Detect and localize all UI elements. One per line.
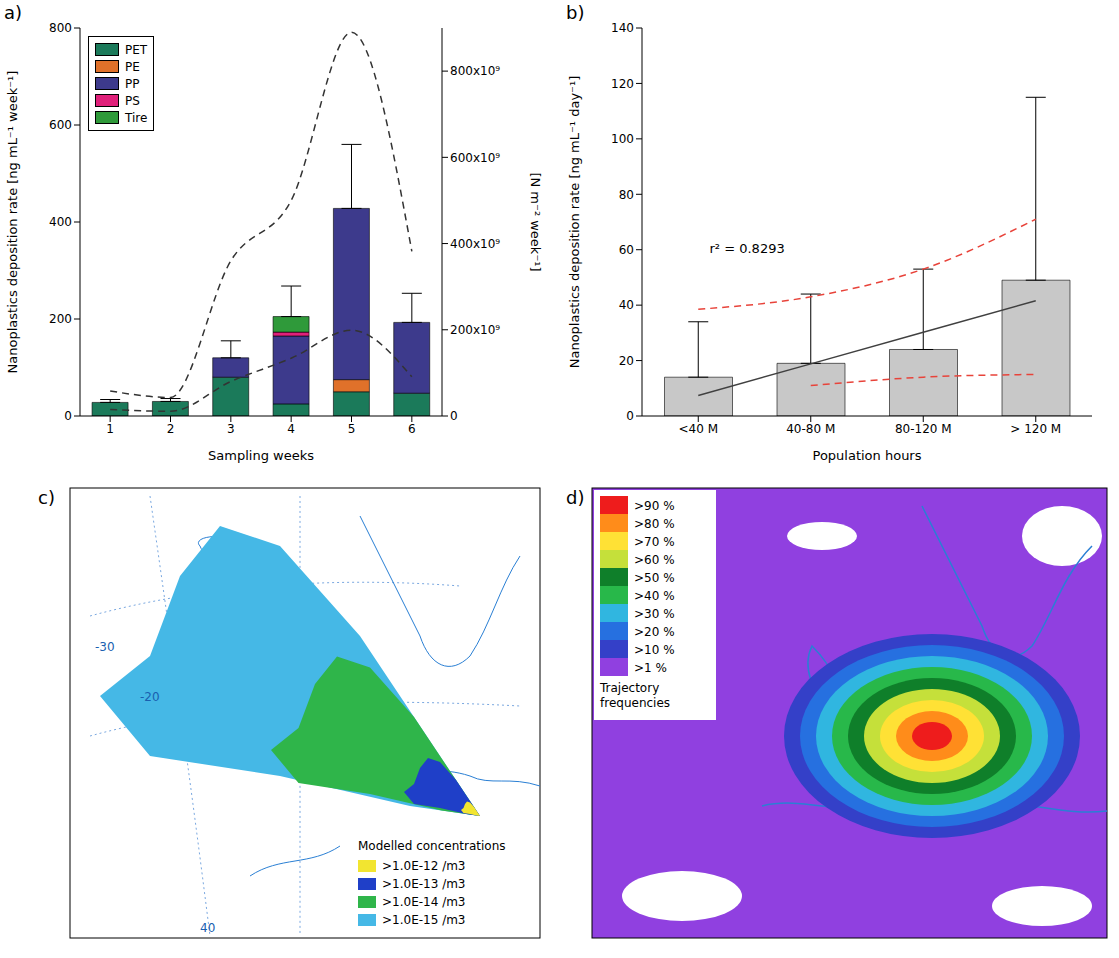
html-text:a): a) [4, 2, 23, 23]
svg-text:40: 40 [619, 298, 634, 312]
svg-text:Nanoplastics deposition rate [: Nanoplastics deposition rate [ng mL⁻¹ da… [567, 76, 582, 369]
svg-text:60: 60 [619, 243, 634, 257]
svg-text:>10 %: >10 % [634, 643, 675, 657]
html-text:PS: PS [125, 93, 140, 108]
svg-text:[N m⁻² week⁻¹]: [N m⁻² week⁻¹] [528, 172, 543, 271]
svg-text:<40 M: <40 M [679, 422, 719, 436]
html-text:Tire: Tire [125, 110, 148, 125]
svg-text:0: 0 [64, 409, 72, 423]
svg-text:-20: -20 [140, 690, 160, 704]
svg-text:>70 %: >70 % [634, 535, 675, 549]
svg-text:>1.0E-12 /m3: >1.0E-12 /m3 [382, 859, 466, 873]
svg-text:> 120 M: > 120 M [1010, 422, 1061, 436]
svg-text:6: 6 [408, 422, 416, 436]
svg-text:600x10⁹: 600x10⁹ [450, 151, 500, 165]
svg-text:0: 0 [626, 409, 634, 423]
html-text:PE: PE [125, 59, 140, 74]
svg-text:40-80 M: 40-80 M [786, 422, 835, 436]
svg-text:200: 200 [49, 312, 72, 326]
svg-text:>60 %: >60 % [634, 553, 675, 567]
svg-text:40: 40 [200, 921, 215, 935]
svg-text:400x10⁹: 400x10⁹ [450, 237, 500, 251]
svg-text:Nanoplastics deposition rate [: Nanoplastics deposition rate [ng mL⁻¹ we… [5, 71, 20, 374]
svg-text:>90 %: >90 % [634, 499, 675, 513]
html-text:r² = 0.8293: r² = 0.8293 [709, 241, 785, 257]
svg-text:c): c) [38, 487, 55, 508]
svg-text:3: 3 [227, 422, 235, 436]
svg-text:0: 0 [450, 409, 458, 423]
svg-text:>50 %: >50 % [634, 571, 675, 585]
svg-text:Trajectoryfrequencies: Trajectoryfrequencies [599, 681, 670, 710]
svg-text:100: 100 [611, 132, 634, 146]
svg-text:400: 400 [49, 215, 72, 229]
svg-text:2: 2 [167, 422, 175, 436]
svg-text:Modelled concentrations: Modelled concentrations [358, 839, 506, 853]
svg-text:>1.0E-15 /m3: >1.0E-15 /m3 [382, 913, 466, 927]
svg-text:>80 %: >80 % [634, 517, 675, 531]
svg-text:200x10⁹: 200x10⁹ [450, 323, 500, 337]
svg-text:20: 20 [619, 354, 634, 368]
html-text:b): b) [566, 2, 585, 23]
svg-text:80: 80 [619, 188, 634, 202]
svg-text:>40 %: >40 % [634, 589, 675, 603]
svg-text:120: 120 [611, 77, 634, 91]
svg-text:800x10⁹: 800x10⁹ [450, 64, 500, 78]
svg-text:>1.0E-13 /m3: >1.0E-13 /m3 [382, 877, 466, 891]
svg-text:Sampling weeks: Sampling weeks [208, 448, 314, 463]
svg-text:d): d) [566, 487, 584, 508]
svg-text:5: 5 [348, 422, 356, 436]
svg-text:80-120 M: 80-120 M [895, 422, 952, 436]
html-text:PET: PET [125, 42, 148, 57]
svg-text:>1 %: >1 % [634, 661, 667, 675]
svg-text:Population hours: Population hours [813, 448, 922, 463]
svg-text:>30 %: >30 % [634, 607, 675, 621]
svg-text:800: 800 [49, 21, 72, 35]
html-text:PP: PP [125, 76, 140, 91]
svg-text:600: 600 [49, 118, 72, 132]
svg-text:-30: -30 [95, 640, 115, 654]
svg-text:>1.0E-14 /m3: >1.0E-14 /m3 [382, 895, 466, 909]
svg-text:140: 140 [611, 21, 634, 35]
svg-text:4: 4 [287, 422, 295, 436]
svg-text:1: 1 [106, 422, 114, 436]
svg-text:>20 %: >20 % [634, 625, 675, 639]
